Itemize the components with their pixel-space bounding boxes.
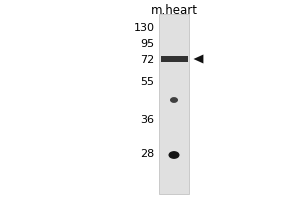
Circle shape (169, 152, 179, 158)
Text: 130: 130 (134, 23, 154, 33)
Text: 95: 95 (140, 39, 154, 49)
Bar (159, 14, 189, 194)
Polygon shape (194, 54, 203, 64)
Text: m.heart: m.heart (151, 3, 197, 17)
Text: 28: 28 (140, 149, 154, 159)
Bar (160, 56, 188, 62)
Circle shape (171, 98, 177, 102)
Text: 72: 72 (140, 55, 154, 65)
Text: 55: 55 (140, 77, 154, 87)
Text: 36: 36 (140, 115, 154, 125)
